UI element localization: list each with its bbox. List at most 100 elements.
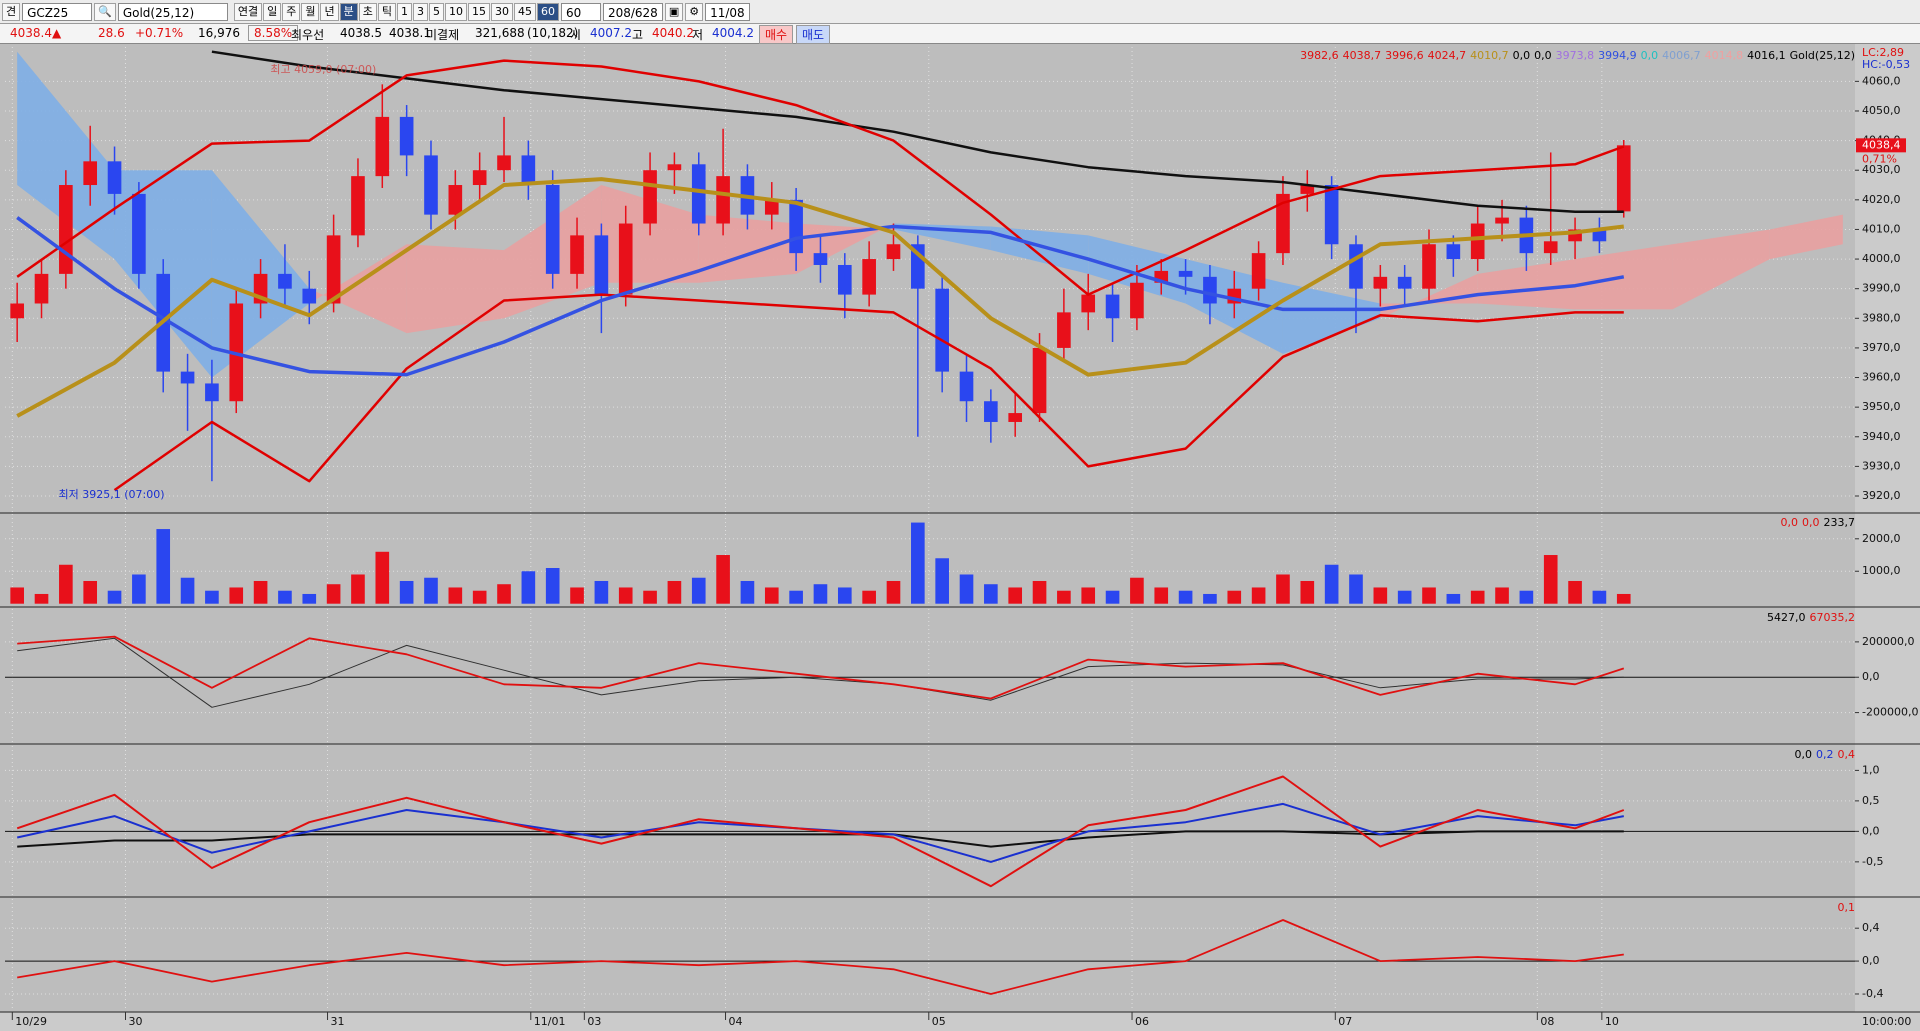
candle-body [1324, 185, 1339, 245]
volume-bar [1324, 564, 1339, 604]
volume-bar [740, 580, 755, 604]
candle-body [1568, 229, 1582, 242]
symbol-input[interactable]: GCZ25 [22, 2, 93, 21]
candle-body [862, 259, 876, 295]
corner-button[interactable]: 견 [2, 2, 21, 21]
x-tick-label: 30 [128, 1015, 142, 1028]
candle-body [716, 176, 730, 224]
period-button[interactable]: 45 [513, 2, 536, 21]
period-button[interactable]: 60 [536, 2, 559, 21]
period-button[interactable]: 3 [412, 2, 428, 21]
period-button[interactable]: 일 [263, 2, 282, 21]
legend-entry: 0,1 [1837, 901, 1856, 914]
candle-body [1422, 244, 1436, 289]
period-button[interactable]: 월 [301, 2, 320, 21]
price: 4038.4▲ [10, 26, 62, 40]
x-tick-label: 03 [587, 1015, 601, 1028]
volume-bar [1178, 590, 1193, 604]
plot-background [0, 44, 1855, 1012]
y-tick-label: 4000,0 [1862, 252, 1901, 265]
volume-bar [911, 522, 925, 604]
candle-body [1276, 193, 1290, 254]
period-button[interactable]: 분 [339, 2, 358, 21]
volume-bar [1105, 590, 1120, 604]
candle-body [1543, 241, 1558, 254]
period-button[interactable]: 연결 [233, 2, 263, 21]
indicator-line [17, 919, 1624, 995]
buy-button[interactable]: 매수 [759, 25, 794, 44]
period-button[interactable]: 5 [428, 2, 444, 21]
volume-bar [1422, 587, 1436, 604]
legend-entry: 0,0 [1802, 516, 1820, 529]
candle-body [837, 264, 852, 295]
y-tick-label: 4060,0 [1862, 74, 1901, 87]
volume-bar [229, 587, 244, 604]
sell-button[interactable]: 매도 [796, 25, 831, 44]
legend-entry: Gold(25,12) [1789, 49, 1855, 62]
candle-body [375, 116, 390, 177]
candle-body [107, 161, 122, 194]
candle-body [302, 288, 317, 304]
period-button[interactable]: 1 [396, 2, 412, 21]
candle-body [764, 199, 779, 215]
tool-button[interactable]: ⚙ [685, 2, 704, 21]
y-tick-label: 3960,0 [1862, 371, 1901, 384]
hc-label: HC:-0,53 [1862, 58, 1910, 71]
volume-bar [862, 590, 876, 604]
low-note: 최저 3925,1 (07:00) [59, 488, 165, 501]
x-tick-label: 11/01 [534, 1015, 566, 1028]
change: 28.6 [98, 26, 125, 40]
date-field[interactable]: 11/08 [705, 2, 750, 21]
panel-legend: 0,0 0,2 0,4 [1795, 748, 1856, 761]
tool-button[interactable]: ▣ [664, 2, 684, 21]
candle-body [1057, 312, 1071, 348]
candle-body [1130, 282, 1144, 319]
period-buttons: 연결 일 주 월 년 분 초 틱 1 3 5 10 15 30 45 60 [233, 2, 559, 21]
legend-entry: 0,0 [1794, 748, 1813, 761]
period-button[interactable]: 틱 [377, 2, 396, 21]
candle-body [278, 273, 292, 289]
period-button[interactable]: 초 [358, 2, 377, 21]
toolbar: 견 GCZ25 🔍 Gold(25,12) 연결 일 주 월 년 분 초 틱 1 3 5 10 15 30… [0, 0, 1920, 24]
legend-entry: 3982,6 [1300, 49, 1339, 62]
y-tick-label: 4050,0 [1862, 104, 1901, 117]
candle-body [643, 170, 657, 224]
legend-entry: 4006,7 [1662, 49, 1701, 62]
volume-bar [1592, 590, 1607, 604]
volume-bar [1495, 587, 1509, 604]
volume-bar [521, 571, 536, 604]
x-tick-label: 04 [729, 1015, 743, 1028]
candle-body [497, 155, 511, 171]
legend-entry: 5427,0 [1767, 611, 1806, 624]
y-tick-label: -200000,0 [1862, 706, 1918, 719]
candle-body [959, 371, 974, 402]
volume-bar [132, 574, 146, 604]
volume-bar [1373, 587, 1388, 604]
candle-body [472, 170, 487, 186]
period-button[interactable]: 주 [282, 2, 301, 21]
panel-legend: 3982,6 4038,7 3996,6 4024,7 4010,7 0,0 0,0 3973… [1300, 49, 1855, 62]
oi: 321,688 [475, 26, 525, 40]
period-button[interactable]: 30 [490, 2, 513, 21]
legend-entry: 0,4 [1837, 748, 1856, 761]
y-tick-label: 0,0 [1862, 954, 1880, 967]
period-button[interactable]: 10 [444, 2, 467, 21]
volume-bar [326, 584, 341, 604]
indicator-line [17, 637, 1624, 708]
x-tick-label: 10 [1605, 1015, 1619, 1028]
period-button[interactable]: 년 [320, 2, 339, 21]
period-select[interactable]: 60 [560, 2, 601, 21]
legend-entry: 0,0 [1640, 49, 1659, 62]
y-tick-label: -0,4 [1862, 987, 1883, 1000]
period-button[interactable]: 15 [467, 2, 490, 21]
candle-body [521, 155, 536, 186]
volume-bar [180, 577, 195, 604]
candle-body [1203, 276, 1217, 304]
search-button[interactable]: 🔍 [94, 2, 116, 21]
candle-body [205, 383, 219, 402]
open-label: 시 [570, 28, 582, 42]
low-label: 저 [692, 28, 704, 42]
volume-bar [545, 567, 560, 604]
candle-body [1300, 185, 1315, 194]
volume-bar [716, 555, 730, 604]
